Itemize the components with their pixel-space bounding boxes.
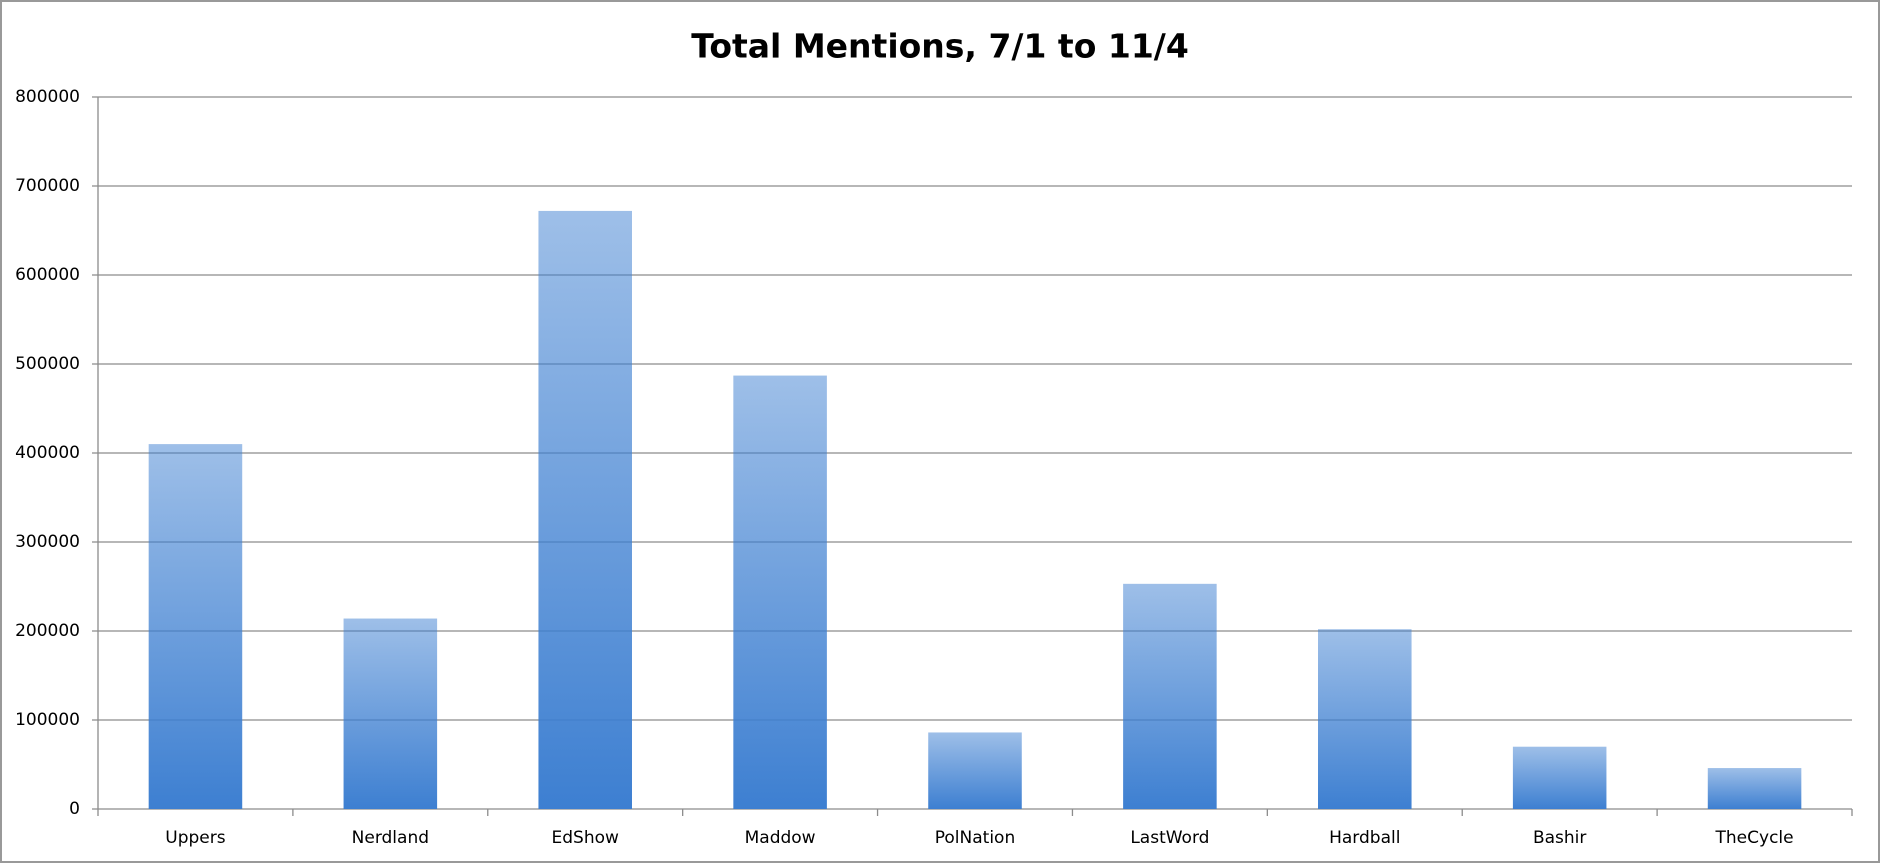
y-tick-label: 200000 bbox=[15, 621, 80, 641]
bar bbox=[538, 210, 632, 810]
x-tick-label: LastWord bbox=[1130, 828, 1209, 848]
bar bbox=[148, 444, 243, 809]
x-tick-label: Bashir bbox=[1533, 828, 1586, 848]
bar bbox=[928, 732, 1022, 809]
bar bbox=[733, 375, 827, 809]
x-tick-label: TheCycle bbox=[1715, 828, 1794, 848]
x-tick-label: Maddow bbox=[745, 828, 816, 848]
bar bbox=[1512, 746, 1607, 809]
bar bbox=[343, 618, 438, 809]
y-tick-label: 600000 bbox=[15, 265, 80, 285]
bar bbox=[1123, 583, 1217, 809]
y-tick-label: 700000 bbox=[15, 176, 80, 196]
bar bbox=[1707, 768, 1802, 809]
y-tick-label: 300000 bbox=[15, 532, 80, 552]
y-tick-label: 100000 bbox=[15, 710, 80, 730]
x-tick-label: Nerdland bbox=[352, 828, 429, 848]
bar bbox=[1318, 629, 1412, 809]
x-tick-label: PolNation bbox=[935, 828, 1015, 848]
chart-title: Total Mentions, 7/1 to 11/4 bbox=[691, 27, 1189, 66]
y-tick-label: 400000 bbox=[15, 443, 80, 463]
y-tick-label: 0 bbox=[69, 799, 80, 819]
y-tick-label: 500000 bbox=[15, 354, 80, 374]
x-tick-label: EdShow bbox=[552, 828, 619, 848]
y-tick-label: 800000 bbox=[15, 87, 80, 107]
x-tick-label: Hardball bbox=[1329, 828, 1400, 848]
x-tick-label: Uppers bbox=[165, 828, 225, 848]
